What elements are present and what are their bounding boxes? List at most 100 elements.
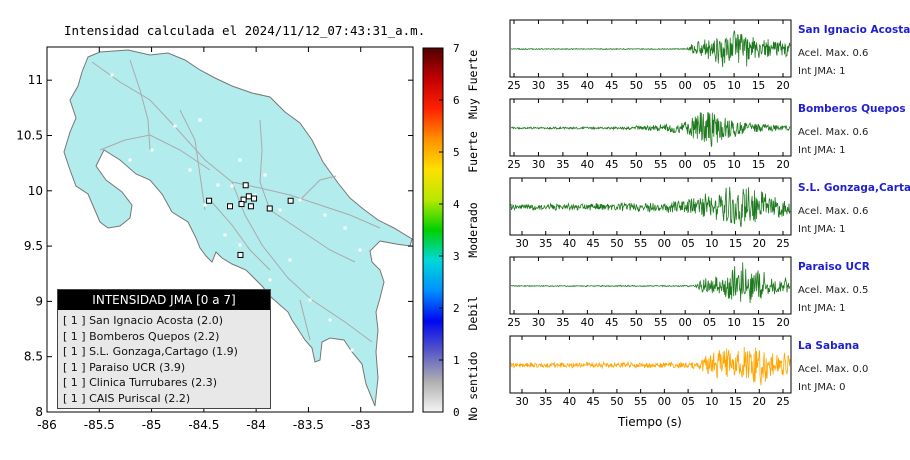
map-title: Intensidad calculada el 2024/11/12_07:43…	[64, 23, 426, 38]
station-markers	[206, 182, 294, 258]
station-name: Bomberos Quepos	[798, 103, 906, 115]
road	[209, 199, 271, 271]
station-name: S.L. Gonzaga,Cartago	[798, 182, 910, 194]
station-dot	[230, 184, 234, 188]
waveform-trace	[510, 186, 791, 227]
station-dot	[308, 298, 312, 302]
waveform-x-tick-label: 20	[776, 317, 789, 329]
map-y-tick-label: 10.5	[16, 128, 43, 142]
station-name: San Ignacio Acosta	[798, 24, 910, 36]
station-dot	[110, 73, 114, 77]
waveform-x-tick-label: 05	[681, 238, 694, 250]
legend-header: INTENSIDAD JMA [0 a 7]	[58, 290, 270, 310]
station-int-jma: Int JMA: 1	[798, 224, 846, 235]
station-marker	[206, 197, 213, 204]
station-dot	[328, 318, 332, 322]
station-acel-max: Acel. Max. 0.6	[798, 127, 869, 138]
map-y-tick-label: 10	[28, 184, 43, 198]
colorbar-tick-label: 5	[453, 146, 460, 159]
waveform-panels: 25 30 35 40 45 50 55 00 05 10 15 20 25 30 35 40 45 50 55 00…	[507, 19, 792, 408]
colorbar-tick-label: 6	[453, 94, 460, 107]
station-dot	[128, 158, 132, 162]
waveform-x-tick-label: 30	[515, 396, 528, 408]
station-dot	[188, 168, 192, 172]
waveform-x-tick-label: 55	[654, 159, 667, 171]
waveform-x-tick-label: 10	[705, 396, 718, 408]
station-dot	[268, 278, 272, 282]
waveform-x-tick-label: 45	[586, 238, 599, 250]
waveform-x-tick-label: 45	[605, 317, 618, 329]
legend-row: [ 1 ] Clinica Turrubares (2.3)	[63, 376, 218, 389]
road	[91, 61, 233, 183]
waveform-x-tick-label: 00	[678, 80, 691, 92]
waveform-x-tick-label: 25	[776, 238, 789, 250]
station-dot	[350, 348, 354, 352]
map-y-tick-label: 8	[35, 405, 43, 419]
road	[99, 134, 211, 171]
station-acel-max: Acel. Max. 0.5	[798, 285, 869, 296]
waveform-x-tick-label: 40	[581, 159, 594, 171]
road	[231, 181, 381, 229]
colorbar-band-label: Moderado	[466, 202, 480, 257]
waveform-trace	[510, 346, 791, 386]
waveform-x-tick-label: 00	[658, 396, 671, 408]
map-x-axis: -86 -85.5 -85 -84.5 -84 -83.5 -83	[37, 47, 371, 432]
waveform-x-tick-label: 20	[753, 396, 766, 408]
road	[129, 59, 151, 151]
station-dot	[343, 226, 347, 230]
waveform-panel: 25 30 35 40 45 50 55 00 05 10 15 20	[507, 19, 792, 92]
waveform-x-tick-label: 05	[703, 159, 716, 171]
station-int-jma: Int JMA: 1	[798, 145, 846, 156]
legend-row: [ 1 ] Paraiso UCR (3.9)	[63, 360, 186, 374]
waveform-trace	[510, 30, 791, 68]
waveform-x-tick-label: 45	[586, 396, 599, 408]
station-marker	[287, 197, 294, 204]
intensity-legend: INTENSIDAD JMA [0 a 7] [ 1 ] San Ignacio…	[57, 289, 271, 409]
station-dot	[358, 248, 362, 252]
road	[231, 181, 373, 343]
waveform-panel: 30 35 40 45 50 55 00 05 10 15 20 25	[509, 335, 792, 408]
waveform-x-tick-label: 10	[727, 159, 740, 171]
waveform-x-tick-label: 35	[556, 159, 569, 171]
waveform-x-tick-label: 30	[532, 80, 545, 92]
waveform-x-tick-label: 00	[658, 238, 671, 250]
colorbar-tick-label: 4	[453, 198, 460, 211]
waveform-x-tick-label: 00	[678, 317, 691, 329]
waveform-x-tick-label: 30	[532, 159, 545, 171]
waveform-x-tick-label: 25	[507, 317, 520, 329]
station-int-jma: Int JMA: 1	[798, 303, 846, 314]
colorbar-tick-label: 2	[453, 302, 460, 315]
station-marker	[238, 201, 245, 208]
station-dot	[238, 243, 242, 247]
waveform-x-tick-label: 05	[703, 80, 716, 92]
waveform-x-tick-label: 15	[729, 396, 742, 408]
station-dot	[263, 173, 267, 177]
road	[299, 299, 311, 341]
station-marker	[227, 203, 233, 210]
station-dot	[140, 193, 144, 197]
waveform-x-tick-label: 45	[605, 80, 618, 92]
station-dot	[223, 233, 227, 237]
colorbar-ticks: 0 1 2 3 4 5 6 7	[439, 42, 460, 419]
map-frame	[46, 46, 414, 413]
colorbar-rect	[422, 47, 444, 413]
waveform-x-tick-label: 55	[634, 238, 647, 250]
station-dot	[298, 198, 302, 202]
waveform-panel: 25 30 35 40 45 50 55 00 05 10 15 20	[507, 98, 792, 171]
map-x-tick-label: -86	[37, 418, 57, 432]
waveform-x-tick-label: 20	[776, 80, 789, 92]
waveform-x-tick-label: 55	[654, 80, 667, 92]
colorbar-band-labels: No sentido Debil Moderado Fuerte Muy Fuerte	[466, 50, 480, 420]
waveform-trace	[510, 112, 791, 148]
legend-row: [ 1 ] San Ignacio Acosta (2.0)	[63, 314, 223, 327]
waveform-x-tick-label: 35	[556, 80, 569, 92]
station-dot	[203, 203, 207, 207]
waveform-panel: 25 30 35 40 45 50 55 00 05 10 15 20	[507, 256, 792, 329]
map-x-tick-label: -83.5	[293, 418, 324, 432]
station-dot	[278, 208, 282, 212]
map-y-tick-label: 9	[35, 294, 43, 308]
waveform-x-tick-label: 35	[539, 396, 552, 408]
waveform-x-tick-label: 05	[703, 317, 716, 329]
map-x-tick-label: -84.5	[188, 418, 219, 432]
colorbar-band-label: Muy Fuerte	[466, 50, 480, 119]
